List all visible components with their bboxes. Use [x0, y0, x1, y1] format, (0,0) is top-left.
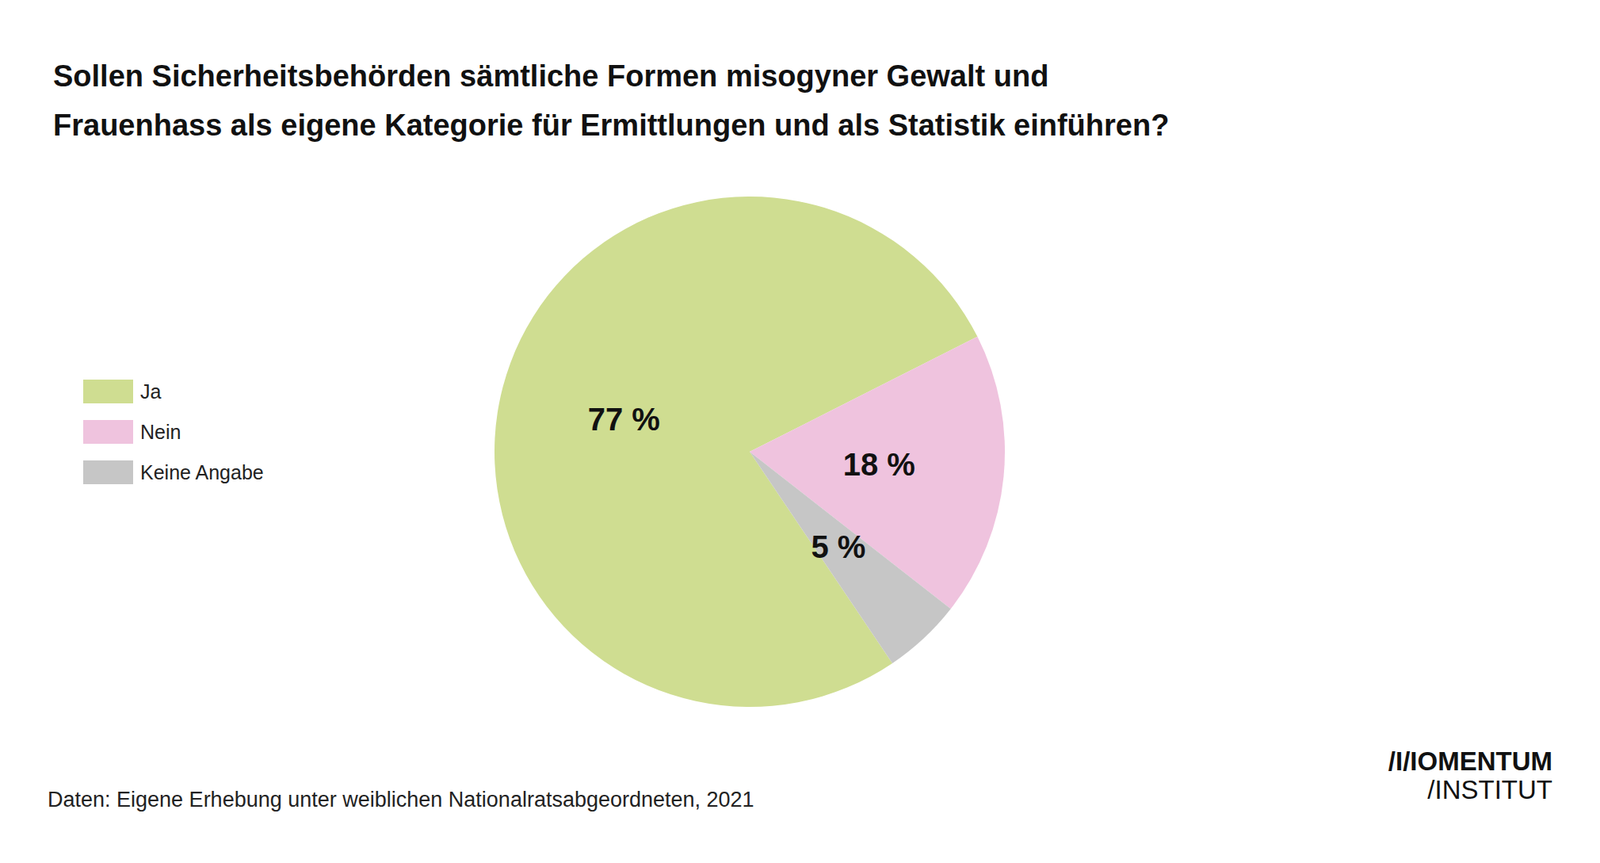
svg-text:/I/IOMENTUM: /I/IOMENTUM [1388, 746, 1553, 776]
svg-text:Frauenhass als eigene Kategori: Frauenhass als eigene Kategorie für Ermi… [53, 108, 1169, 142]
svg-text:Daten: Eigene Erhebung unter w: Daten: Eigene Erhebung unter weiblichen … [47, 787, 755, 812]
svg-text:77 %: 77 % [588, 401, 661, 437]
svg-text:Nein: Nein [140, 420, 181, 443]
svg-text:5 %: 5 % [810, 529, 866, 565]
svg-text:/INSTITUT: /INSTITUT [1427, 775, 1553, 805]
svg-text:Ja: Ja [140, 380, 162, 403]
svg-text:Keine Angabe: Keine Angabe [140, 461, 264, 484]
svg-text:Sollen Sicherheitsbehörden säm: Sollen Sicherheitsbehörden sämtliche For… [53, 59, 1049, 93]
svg-text:18 %: 18 % [843, 446, 916, 482]
